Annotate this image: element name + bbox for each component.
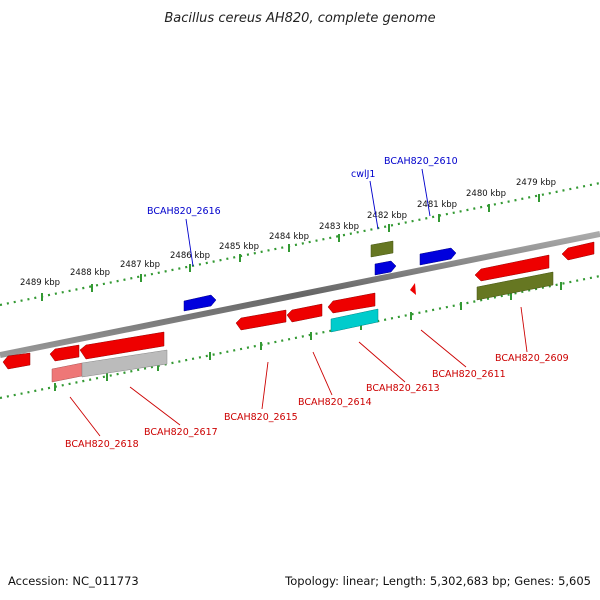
leader-line <box>312 351 333 396</box>
gene-label-bcah820-2609[interactable]: BCAH820_2609 <box>495 353 569 364</box>
tick-label: 2483 kbp <box>319 222 359 232</box>
gene-bcah820-2613-rna[interactable] <box>330 308 379 333</box>
leader-line <box>421 168 431 217</box>
gene-label-cwlj1[interactable]: cwlJ1 <box>351 169 375 180</box>
leader-line <box>358 341 406 383</box>
gene-left-edge-arrow[interactable] <box>2 352 31 370</box>
gene-cwlj1-arrow[interactable] <box>374 260 397 276</box>
leader-line <box>185 218 194 267</box>
gene-bcah820-2615-arrow[interactable] <box>235 309 287 331</box>
gene-cwlj1-box[interactable] <box>370 240 394 258</box>
leader-line <box>520 306 528 353</box>
gene-bcah820-2609-pseudo[interactable] <box>476 271 554 301</box>
reverse-strand-features <box>2 241 595 383</box>
leader-line <box>369 180 379 230</box>
gene-small-red-marker[interactable] <box>410 283 416 295</box>
tick-label: 2480 kbp <box>466 189 506 199</box>
leader-lines <box>69 168 528 437</box>
leader-line <box>420 329 467 368</box>
genome-backbone <box>0 231 600 358</box>
lower-track-ticks <box>54 282 562 391</box>
gene-bcah820-2610-arrow[interactable] <box>419 247 457 266</box>
gene-bcah820-2618-arrow[interactable] <box>49 344 80 362</box>
tick-label: 2479 kbp <box>516 178 556 188</box>
tick-label: 2487 kbp <box>120 260 160 270</box>
upper-track-ticks <box>41 194 540 301</box>
gene-label-bcah820-2618[interactable]: BCAH820_2618 <box>65 439 139 450</box>
gene-label-bcah820-2610[interactable]: BCAH820_2610 <box>384 156 458 167</box>
gene-bcah820-2616-arrow[interactable] <box>183 294 217 312</box>
tick-label: 2481 kbp <box>417 200 457 210</box>
kbp-labels: 2489 kbp 2488 kbp 2487 kbp 2486 kbp 2485… <box>20 178 556 288</box>
topology-text: Topology: linear; Length: 5,302,683 bp; … <box>284 574 591 588</box>
gene-label-bcah820-2611[interactable]: BCAH820_2611 <box>432 369 506 380</box>
gene-bcah820-2618-pseudo[interactable] <box>51 362 83 383</box>
gene-bcah820-2617-pseudo[interactable] <box>81 349 168 378</box>
accession-text: Accession: NC_011773 <box>8 574 139 588</box>
top-gene-labels: BCAH820_2616 cwlJ1 BCAH820_2610 <box>147 156 458 217</box>
leader-line <box>261 361 269 410</box>
gene-label-bcah820-2616[interactable]: BCAH820_2616 <box>147 206 221 217</box>
gene-bcah820-2613-arrow[interactable] <box>327 292 376 314</box>
leader-line <box>69 396 101 437</box>
gene-label-bcah820-2617[interactable]: BCAH820_2617 <box>144 427 218 438</box>
gene-bcah820-2617-arrow[interactable] <box>79 331 165 360</box>
tick-label: 2484 kbp <box>269 232 309 242</box>
bottom-gene-labels: BCAH820_2618 BCAH820_2617 BCAH820_2615 B… <box>65 353 569 450</box>
leader-line <box>129 386 181 426</box>
gene-right-edge-arrow[interactable] <box>561 241 595 261</box>
gene-label-bcah820-2613[interactable]: BCAH820_2613 <box>366 383 440 394</box>
gene-bcah820-2614-arrow[interactable] <box>286 303 323 323</box>
map-title: Bacillus cereus AH820, complete genome <box>164 11 435 26</box>
tick-label: 2488 kbp <box>70 268 110 278</box>
forward-strand-features <box>183 240 457 312</box>
gene-label-bcah820-2614[interactable]: BCAH820_2614 <box>298 397 372 408</box>
gene-bcah820-2611-arrow[interactable] <box>474 254 550 282</box>
tick-label: 2486 kbp <box>170 251 210 261</box>
tick-label: 2485 kbp <box>219 242 259 252</box>
tick-label: 2489 kbp <box>20 278 60 288</box>
tick-label: 2482 kbp <box>367 211 407 221</box>
gene-label-bcah820-2615[interactable]: BCAH820_2615 <box>224 412 298 423</box>
